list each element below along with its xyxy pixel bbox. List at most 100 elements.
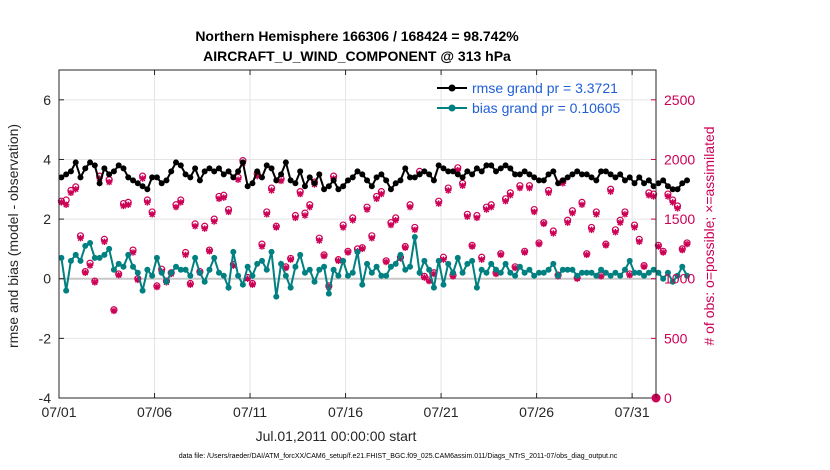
bias-point — [674, 272, 681, 279]
bias-point — [545, 266, 552, 273]
rmse-point — [273, 177, 280, 184]
y-left-tick-label: -2 — [39, 330, 52, 346]
rmse-point — [545, 171, 552, 178]
bias-point — [268, 248, 275, 255]
obs-assimilated-point — [301, 212, 309, 219]
bias-point — [583, 269, 590, 276]
rmse-point — [144, 186, 151, 193]
bias-point — [215, 269, 222, 276]
obs-layer — [57, 157, 691, 403]
obs-assimilated-point — [172, 203, 180, 211]
bias-point — [488, 260, 495, 267]
obs-assimilated-point — [406, 203, 414, 211]
rmse-point — [182, 171, 189, 178]
bias-point — [650, 266, 657, 273]
obs-assimilated-point — [153, 283, 161, 291]
rmse-point — [478, 168, 485, 175]
obs-assimilated-point — [526, 184, 533, 192]
y-right-tick-label: 0 — [664, 390, 672, 406]
obs-assimilated-point — [593, 211, 600, 218]
rmse-point — [220, 171, 227, 178]
y-axis-right-ticks: 0 500 1000 1500 2000 2500 — [651, 92, 695, 406]
bias-point — [258, 257, 265, 264]
obs-assimilated-point — [182, 251, 189, 259]
bias-point — [287, 284, 294, 291]
bias-point — [641, 272, 648, 279]
rmse-point — [149, 174, 156, 181]
bias-point — [106, 245, 113, 252]
y-right-tick-label: 500 — [664, 330, 688, 346]
bias-point — [531, 272, 538, 279]
rmse-point — [306, 174, 313, 181]
obs-assimilated-point — [550, 230, 557, 237]
rmse-point — [96, 180, 103, 187]
bias-point — [87, 239, 94, 246]
obs-assimilated-point — [387, 221, 395, 229]
bias-point — [321, 263, 328, 270]
obs-assimilated-point — [464, 213, 471, 220]
obs-assimilated-point — [411, 226, 419, 234]
rmse-point — [531, 174, 538, 181]
rmse-point — [526, 171, 533, 178]
rmse-point — [134, 180, 141, 187]
rmse-point — [593, 177, 600, 184]
bias-point — [392, 260, 399, 267]
bias-point — [402, 266, 409, 273]
obs-assimilated-point — [368, 234, 376, 242]
rmse-point — [287, 177, 294, 184]
rmse-point — [282, 159, 289, 166]
rmse-point — [411, 174, 418, 181]
obs-assimilated-point — [268, 187, 275, 194]
legend-rmse-marker — [448, 84, 456, 92]
rmse-point — [684, 177, 691, 184]
bias-point — [153, 254, 160, 261]
obs-assimilated-point — [306, 203, 313, 211]
bias-point — [134, 269, 141, 276]
obs-assimilated-point — [445, 187, 452, 194]
obs-assimilated-point — [645, 192, 653, 199]
bias-point — [115, 260, 122, 267]
obs-assimilated-point — [612, 229, 619, 236]
rmse-point — [655, 180, 662, 187]
bias-point — [411, 233, 418, 240]
rmse-point — [383, 177, 390, 184]
rmse-point — [239, 159, 246, 166]
obs-assimilated-point — [211, 218, 218, 225]
obs-assimilated-point — [373, 195, 380, 203]
bias-point — [306, 266, 313, 273]
bias-point — [144, 266, 151, 273]
x-tick-label: 07/16 — [328, 404, 363, 420]
obs-assimilated-point — [659, 249, 667, 256]
bias-point — [559, 266, 566, 273]
obs-assimilated-point — [621, 211, 629, 218]
obs-assimilated-point — [62, 201, 70, 208]
rmse-point — [650, 183, 657, 190]
obs-assimilated-point — [191, 223, 199, 230]
rmse-point — [192, 165, 199, 172]
bias-point — [182, 266, 189, 273]
bias-point — [263, 266, 270, 273]
rmse-point — [206, 165, 213, 172]
rmse-point — [435, 162, 442, 169]
obs-assimilated-point — [258, 243, 266, 250]
obs-assimilated-point — [664, 193, 672, 200]
obs-assimilated-point — [206, 248, 213, 255]
rmse-point — [201, 168, 208, 175]
bias-point — [359, 281, 366, 288]
rmse-point — [540, 177, 547, 184]
obs-assimilated-point — [86, 262, 94, 269]
bias-point — [521, 269, 528, 276]
bias-point — [607, 272, 614, 279]
bias-point — [540, 269, 547, 276]
bias-point — [63, 287, 70, 294]
bias-point — [273, 293, 280, 300]
bias-point — [344, 272, 351, 279]
bias-point — [225, 284, 232, 291]
obs-assimilated-point — [569, 209, 576, 217]
obs-assimilated-point — [148, 211, 156, 218]
legend-rmse-label: rmse grand pr = 3.3721 — [472, 80, 618, 96]
obs-assimilated-point — [234, 176, 242, 183]
bias-point — [173, 263, 180, 270]
bias-point — [282, 272, 289, 279]
obs-assimilated-point — [273, 224, 280, 231]
